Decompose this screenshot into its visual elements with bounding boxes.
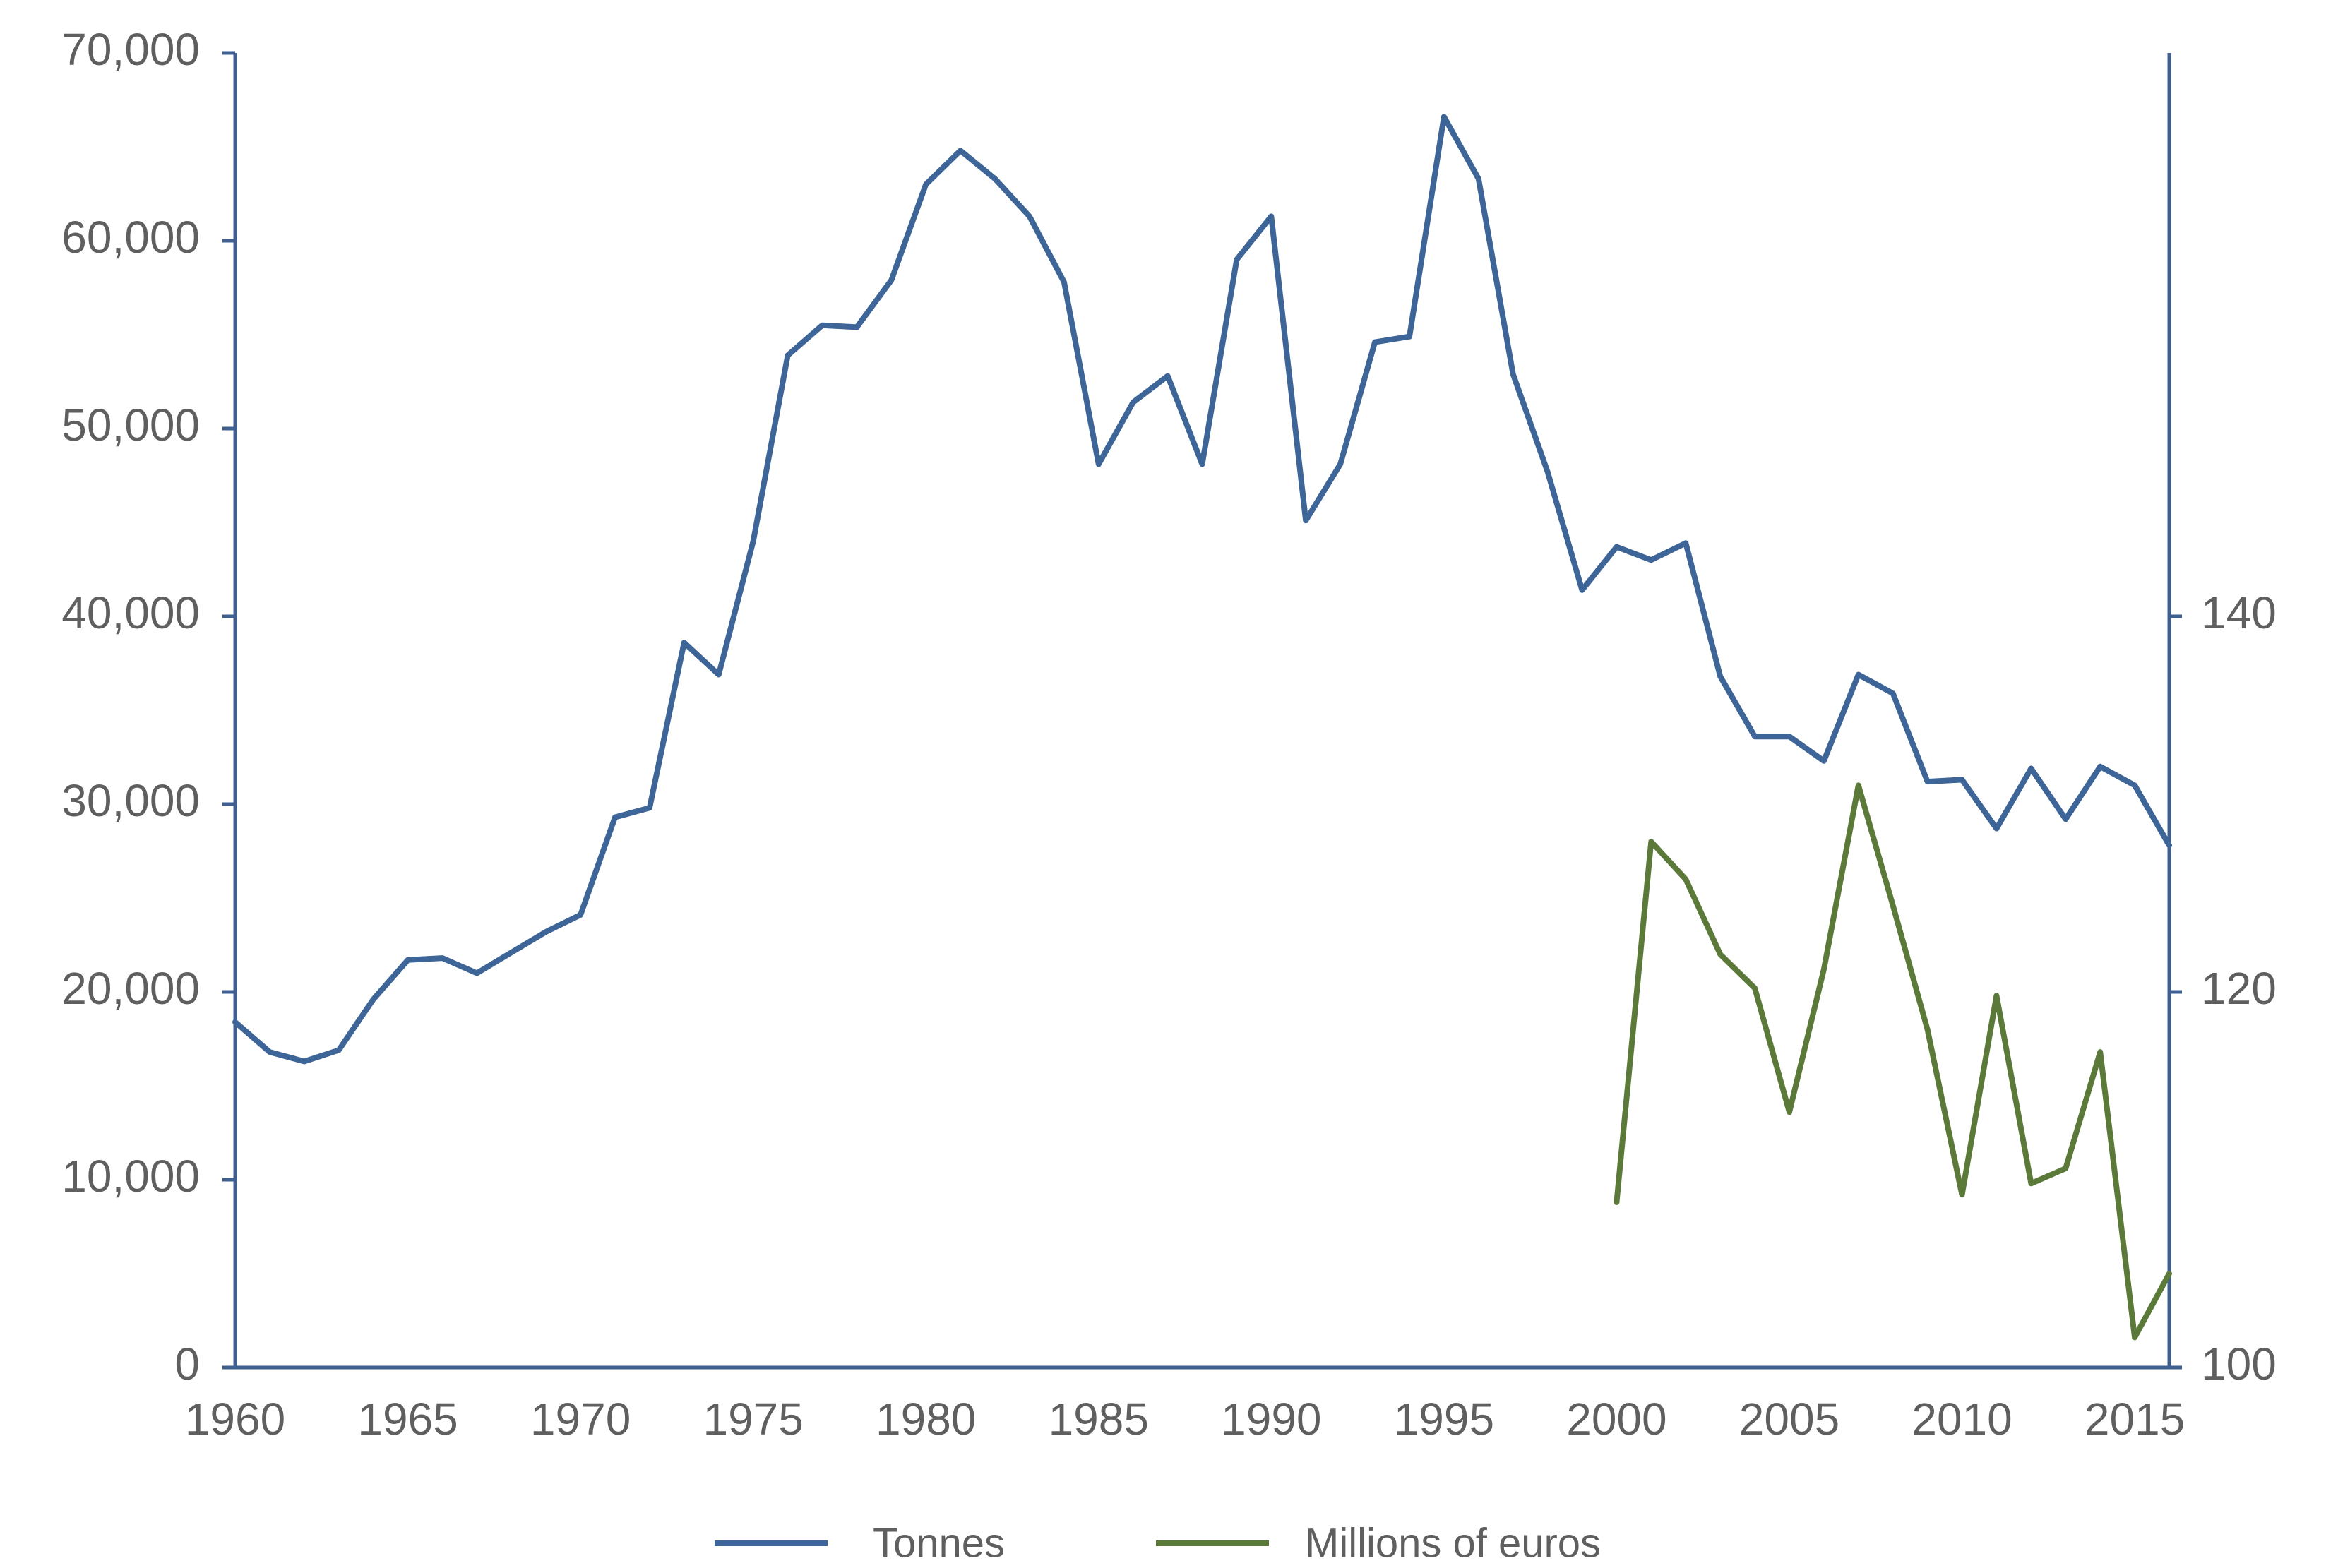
x-tick-label: 1975	[703, 1394, 803, 1444]
x-tick-label: 1995	[1394, 1394, 1494, 1444]
left-y-tick-label: 40,000	[61, 587, 200, 638]
right-y-tick-label: 120	[2201, 963, 2277, 1014]
left-y-tick-label: 60,000	[61, 212, 200, 263]
x-tick-label: 1965	[357, 1394, 458, 1444]
x-ticks: 1960 1965 1970 1975 1980 1985 1990 1995 2000 2005…	[185, 1394, 2185, 1444]
left-y-tick-label: 20,000	[61, 963, 200, 1014]
left-y-tick-label: 50,000	[61, 400, 200, 450]
left-y-tick-label: 30,000	[61, 775, 200, 826]
x-tick-label: 2000	[1566, 1394, 1666, 1444]
x-tick-label: 1985	[1049, 1394, 1149, 1444]
right-y-tick-label: 100	[2201, 1339, 2277, 1389]
right-y-ticks: 100 120 140	[2169, 587, 2277, 1389]
x-tick-label: 2010	[1912, 1394, 2012, 1444]
x-tick-label: 2005	[1739, 1394, 1839, 1444]
left-y-tick-label: 0	[174, 1339, 200, 1389]
series-line-tonnes	[232, 114, 2172, 1065]
legend: Tonnes Millions of euros	[715, 1520, 1601, 1566]
left-y-tick-label: 10,000	[61, 1151, 200, 1202]
x-tick-label: 1980	[876, 1394, 976, 1444]
x-tick-label: 1990	[1221, 1394, 1321, 1444]
x-tick-label: 1960	[185, 1394, 285, 1444]
right-y-tick-label: 140	[2201, 587, 2277, 638]
x-tick-label: 2015	[2085, 1394, 2185, 1444]
legend-label-tonnes: Tonnes	[873, 1520, 1005, 1566]
series-line-millions-of-euros	[1614, 782, 2172, 1341]
left-y-tick-label: 70,000	[61, 24, 200, 75]
axes	[233, 53, 2171, 1370]
legend-label-millions-of-euros: Millions of euros	[1305, 1520, 1601, 1566]
series-lines	[232, 114, 2172, 1341]
left-y-ticks: 0 10,000 20,000 30,000 40,000 50,000 60,000 70,…	[61, 24, 235, 1389]
x-tick-label: 1970	[530, 1394, 631, 1444]
